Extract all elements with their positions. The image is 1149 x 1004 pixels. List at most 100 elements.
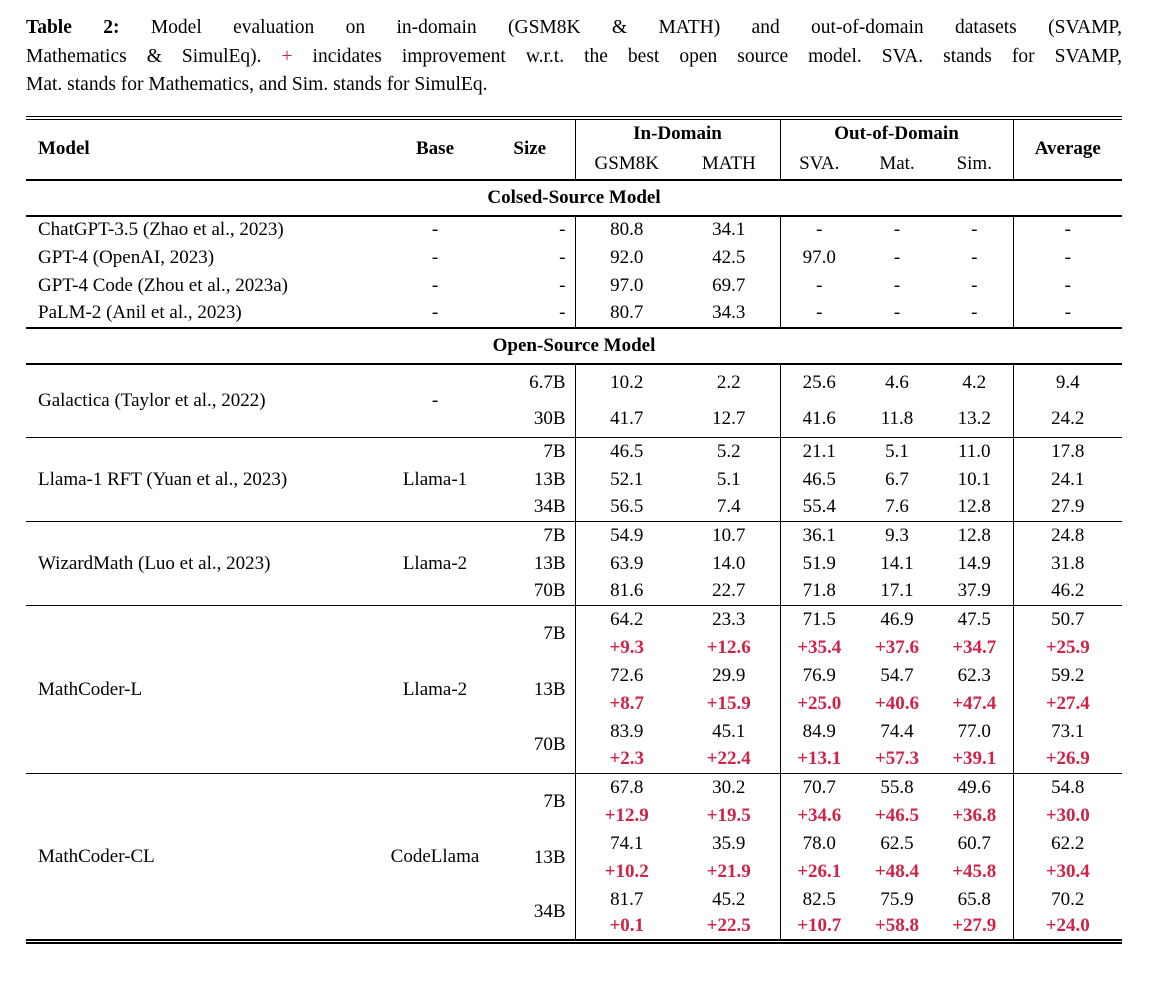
value-cell: 54.7 — [880, 664, 914, 686]
value-cell: 54.8 — [1012, 773, 1123, 802]
value-cell: 14.9 — [957, 552, 991, 574]
section-band: Open-Source Model — [26, 327, 1123, 364]
model-group: WizardMath (Luo et al., 2023) Llama-2 7B 54… — [26, 521, 1123, 606]
delta-cell: +12.9 — [574, 801, 678, 830]
delta-cell: +58.8 — [874, 915, 920, 937]
value-cell: - — [893, 302, 901, 323]
table-row: 13B 52.1 5.1 46.5 6.7 10.1 24.1 — [26, 465, 1123, 494]
delta-cell: +12.6 — [706, 636, 751, 658]
section-band: Colsed-Source Model — [26, 179, 1123, 216]
model-name-cell: ChatGPT-3.5 (Zhao et al., 2023) — [38, 219, 284, 240]
value-cell: 21.1 — [779, 437, 858, 466]
delta-cell: +48.4 — [874, 860, 920, 882]
value-cell: 75.9 — [880, 888, 914, 910]
model-group: Llama-1 RFT (Yuan et al., 2023) Llama-1 7B… — [26, 437, 1123, 522]
delta-cell: +10.2 — [574, 857, 678, 886]
value-cell: 80.8 — [574, 215, 678, 244]
table-caption: Table 2: Model evaluation on in-domain (… — [26, 14, 1122, 100]
caption-text: Mat. stands for Mathematics, and Sim. st… — [26, 74, 488, 95]
table-row: ChatGPT-3.5 (Zhao et al., 2023) - -80.8 34.… — [26, 215, 1123, 244]
value-cell: 80.7 — [574, 299, 678, 328]
caption-line: Mat. stands for Mathematics, and Sim. st… — [26, 71, 1122, 100]
delta-cell: +34.7 — [952, 636, 997, 658]
model-name-cell: GPT-4 (OpenAI, 2023) — [38, 246, 215, 268]
value-cell: - — [779, 299, 858, 328]
delta-cell: +26.1 — [779, 857, 858, 886]
caption-text: Mathematics & SimulEq). — [26, 45, 282, 67]
value-cell: 55.4 — [779, 493, 858, 522]
size-cell: - — [559, 246, 566, 268]
value-cell: 72.6 — [574, 661, 678, 690]
delta-cell: +47.4 — [952, 692, 997, 714]
value-cell: 4.2 — [962, 371, 987, 393]
value-cell: 12.8 — [957, 524, 991, 546]
value-cell: 76.9 — [779, 661, 858, 690]
value-cell: 27.9 — [1012, 493, 1123, 522]
base-cell: - — [431, 219, 439, 240]
value-cell: 78.0 — [779, 829, 858, 858]
model-group: GPT-4 Code (Zhou et al., 2023a) - -97.0 69.… — [26, 271, 1123, 300]
table-row: Llama-1 RFT (Yuan et al., 2023) Llama-1 7B… — [26, 437, 1123, 490]
table-row: MathCoder-CL CodeLlama 7B 67.8 30.2 70.7 55.8 4… — [26, 773, 1123, 867]
col-header-average: Average — [1012, 117, 1123, 180]
value-cell: 46.5 — [574, 437, 678, 466]
value-cell: 62.5 — [880, 832, 914, 854]
delta-row: +9.3 +12.6 +35.4 +37.6 +34.7 +25.9 — [26, 633, 1123, 662]
model-group: GPT-4 (OpenAI, 2023) - -92.0 42.5 97.0- - - — [26, 243, 1123, 272]
value-cell: 7.6 — [885, 496, 909, 518]
value-cell: 74.1 — [574, 829, 678, 858]
value-cell: 56.5 — [574, 493, 678, 522]
table-row: 13B 63.9 14.0 51.9 14.1 14.9 31.8 — [26, 549, 1123, 578]
base-cell: Llama-2 — [402, 678, 468, 700]
col-header-size: Size — [513, 138, 547, 159]
size-cell: 13B — [533, 552, 566, 574]
value-cell: 70.2 — [1012, 885, 1123, 914]
size-cell: 34B — [533, 901, 566, 923]
table-row: GPT-4 (OpenAI, 2023) - -92.0 42.5 97.0- - - — [26, 243, 1123, 272]
delta-cell: +39.1 — [952, 748, 997, 770]
value-cell: 13.2 — [957, 407, 991, 429]
value-cell: 17.8 — [1012, 437, 1123, 466]
delta-cell: +57.3 — [874, 748, 920, 770]
delta-cell: +25.0 — [779, 689, 858, 718]
size-cell: - — [559, 219, 566, 240]
delta-row: +0.1 +22.5 +10.7 +58.8 +27.9 +24.0 — [26, 913, 1123, 942]
col-header-base: Base — [416, 138, 454, 159]
size-cell: 70B — [533, 734, 566, 756]
table-row: PaLM-2 (Anil et al., 2023) - -80.7 34.3- - - - — [26, 299, 1123, 328]
value-cell: - — [1012, 215, 1123, 244]
caption-line: Mathematics & SimulEq). + incidates impr… — [26, 43, 1122, 72]
size-cell: 7B — [543, 790, 566, 812]
col-header-out-of-domain: Out-of-Domain — [779, 117, 1014, 149]
value-cell: 51.9 — [779, 549, 858, 578]
delta-cell: +27.9 — [952, 915, 997, 937]
model-group: MathCoder-CL CodeLlama 7B 67.8 30.2 70.7 55.8 4… — [26, 773, 1123, 942]
value-cell: 9.4 — [1012, 363, 1123, 401]
value-cell: 49.6 — [957, 776, 991, 798]
delta-cell: +30.0 — [1012, 801, 1123, 830]
value-cell: 71.8 — [779, 577, 858, 606]
model-name-cell: Llama-1 RFT (Yuan et al., 2023) — [38, 468, 288, 490]
table-row: 30B 41.7 12.7 41.6 11.8 13.2 24.2 — [26, 400, 1123, 438]
col-header-gsm8k: GSM8K — [574, 148, 678, 180]
value-cell: 69.7 — [712, 274, 746, 296]
col-header-sva: SVA. — [779, 148, 858, 180]
caption-label: Table 2: — [26, 17, 120, 38]
value-cell: 84.9 — [779, 717, 858, 746]
delta-cell: +36.8 — [952, 804, 997, 826]
delta-cell: +46.5 — [874, 804, 920, 826]
value-cell: 83.9 — [574, 717, 678, 746]
value-cell: 74.4 — [880, 720, 914, 742]
delta-cell: +21.9 — [706, 860, 751, 882]
value-cell: 54.9 — [574, 521, 678, 550]
size-cell: 7B — [543, 622, 566, 644]
delta-row: +10.2 +21.9 +26.1 +48.4 +45.8 +30.4 — [26, 857, 1123, 886]
value-cell: 2.2 — [716, 371, 741, 393]
section-row: Colsed-Source Model — [26, 180, 1122, 216]
value-cell: 34.3 — [712, 302, 746, 323]
delta-cell: +8.7 — [574, 689, 678, 718]
delta-cell: +13.1 — [779, 745, 858, 774]
delta-cell: +19.5 — [706, 804, 751, 826]
base-cell: - — [431, 274, 439, 296]
value-cell: - — [779, 215, 858, 244]
